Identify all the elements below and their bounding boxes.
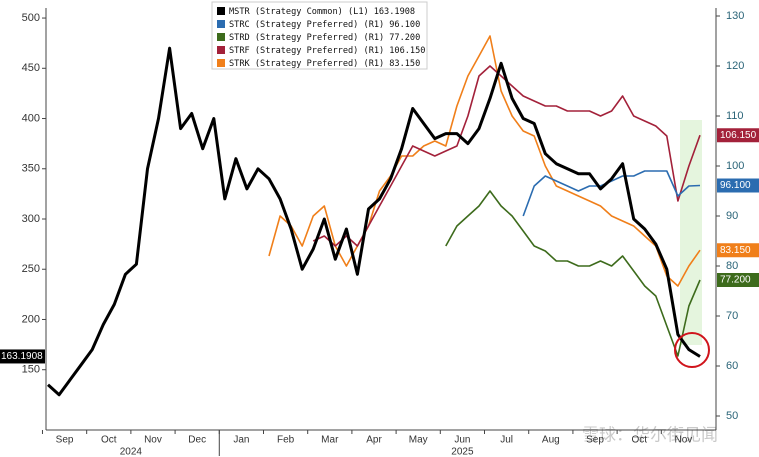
y-tick-label: 350 (22, 163, 40, 175)
legend-gap: 77.200 (389, 33, 420, 43)
legend-name: STRK (Strategy Preferred) (R1) (229, 59, 384, 69)
y2-tick-label: 50 (726, 410, 738, 422)
legend-label: STRF (Strategy Preferred) (R1) 106.150 (229, 46, 425, 56)
legend-box (211, 1, 428, 70)
y2-tick-label: 70 (726, 310, 738, 322)
x-tick-label: May (409, 435, 428, 446)
x-tick-label: Dec (188, 435, 206, 446)
annotation-circle (674, 332, 710, 368)
legend-label: STRD (Strategy Preferred) (R1) 77.200 (229, 33, 420, 43)
y2-tick-label: 110 (726, 110, 744, 122)
value-tag (717, 243, 759, 258)
y-tick-label: 400 (22, 112, 40, 124)
legend-label: STRC (Strategy Preferred) (R1) 96.100 (229, 20, 420, 30)
legend-swatch (217, 33, 225, 41)
x-tick-label: Aug (542, 435, 560, 446)
y-tick-label: 200 (22, 313, 40, 325)
y2-tick-label: 60 (726, 360, 738, 372)
value-tag (717, 273, 759, 287)
value-tag-label: 96.100 (720, 180, 751, 191)
y-tick-label: 250 (22, 263, 40, 275)
legend-label: MSTR (Strategy Common) (L1) 163.1908 (229, 7, 415, 17)
legend-name: STRC (Strategy Preferred) (R1) (229, 20, 384, 30)
highlight-band (680, 120, 702, 345)
legend-gap: 96.100 (389, 20, 420, 30)
y2-tick-label: 130 (726, 10, 744, 22)
year-label: 2024 (120, 447, 143, 457)
x-tick-label: Nov (675, 435, 693, 446)
y-tick-label: 500 (22, 12, 40, 24)
legend-gap: 163.1908 (374, 7, 415, 17)
year-label: 2025 (451, 447, 474, 457)
legend: MSTR (Strategy Common) (L1) 163.1908 STRC … (211, 1, 428, 70)
legend-label: STRK (Strategy Preferred) (R1) 83.150 (229, 59, 420, 69)
series-line (46, 46, 701, 397)
x-tick-label: Sep (56, 435, 74, 446)
value-tag-label: 77.200 (720, 275, 751, 286)
y-tick-label: 150 (22, 364, 40, 376)
x-tick-label: Nov (144, 435, 162, 446)
value-tag-label: 106.150 (720, 130, 757, 141)
x-tick-label: Jun (454, 435, 470, 446)
y2-tick-label: 90 (726, 210, 738, 222)
legend-value: 96.100 (389, 20, 420, 30)
x-tick-label: Oct (101, 435, 117, 446)
x-tick-label: Mar (321, 435, 339, 446)
x-tick-label: Jul (500, 435, 513, 446)
legend-swatch (217, 46, 225, 54)
legend-value: 163.1908 (374, 7, 415, 17)
value-tag-label: 163.1908 (1, 351, 43, 362)
legend-swatch (217, 7, 225, 15)
value-tag (717, 178, 759, 193)
legend-gap: 106.150 (389, 46, 425, 56)
value-tag (717, 128, 759, 143)
y2-tick-label: 80 (726, 260, 738, 272)
x-tick-label: Oct (631, 435, 647, 446)
legend-name: STRD (Strategy Preferred) (R1) (229, 33, 384, 43)
series-line (522, 170, 701, 217)
value-tag-label: 83.150 (720, 245, 751, 256)
x-tick-label: Apr (366, 435, 382, 446)
y2-tick-label: 100 (726, 160, 744, 172)
legend-gap: 83.150 (389, 59, 420, 69)
value-tag (0, 349, 45, 364)
y-tick-label: 300 (22, 213, 40, 225)
x-tick-label: Jan (233, 435, 249, 446)
x-tick-label: Feb (277, 435, 295, 446)
legend-value: 106.150 (389, 46, 425, 56)
legend-swatch (217, 20, 225, 28)
legend-name: STRF (Strategy Preferred) (R1) (229, 46, 384, 56)
legend-value: 83.150 (389, 59, 420, 69)
legend-value: 77.200 (389, 33, 420, 43)
series-line (268, 35, 701, 287)
legend-name: MSTR (Strategy Common) (L1) (229, 7, 369, 17)
y-tick-label: 450 (22, 62, 40, 74)
y2-tick-label: 120 (726, 60, 744, 72)
legend-swatch (217, 59, 225, 67)
series-line (445, 190, 701, 357)
x-tick-label: Sep (586, 435, 604, 446)
